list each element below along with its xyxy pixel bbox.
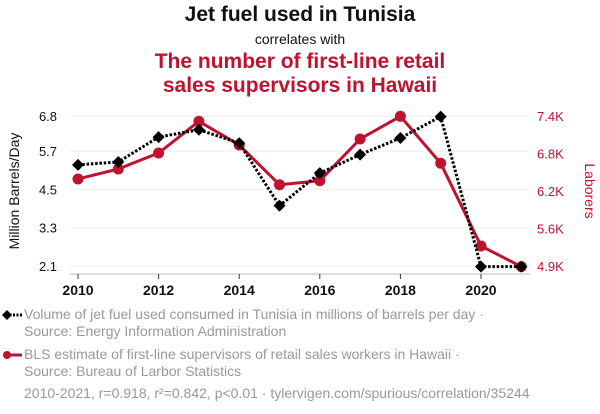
x-tick-label: 2018 [385,282,416,298]
fuel-point [192,123,205,136]
legend-item-fuel: Volume of jet fuel used consumed in Tuni… [24,306,484,340]
y-left-tick-label: 3.3 [39,221,57,236]
fuel-point [313,167,326,180]
x-tick-label: 2014 [224,282,255,298]
chart-subtitle: The number of first-line retail sales su… [0,50,600,98]
fuel-point [475,260,487,273]
legend-laborers-circle-icon [3,351,22,359]
laborers-line [77,114,522,268]
legend-fuel-diamond-icon [2,310,22,320]
fuel-point [394,132,407,145]
chart-connector: correlates with [254,31,346,47]
y-left-tick-label: 4.5 [39,182,57,197]
y-right-tick-label: 6.2K [537,184,564,199]
fuel-line [77,114,522,269]
x-tick-label: 2020 [465,282,496,298]
legend-laborers-text-line1: BLS estimate of first-line supervisors o… [24,346,460,362]
y-left-tick-label: 2.1 [39,259,57,274]
legend-laborers-text-line2: Source: Bureau of Larbor Statistics [24,363,242,379]
x-tick-label: 2016 [304,282,335,298]
fuel-point [152,131,165,144]
fuel-point [434,110,447,123]
laborers-point [153,147,165,159]
x-axis: 2010 2012 2014 2016 2018 2020 [62,273,530,298]
laborers-point [193,115,205,127]
laborers-point [354,133,366,145]
laborers-point [435,157,447,169]
x-tick-label: 2010 [62,282,93,298]
chart-subtitle-line1: The number of first-line retail [154,50,446,73]
legend-item-laborers: BLS estimate of first-line supervisors o… [24,346,460,380]
y-axis-right: 7.4K 6.8K 6.2K 5.6K 4.9K [537,109,564,274]
y-right-tick-label: 6.8K [537,147,564,162]
series-group [72,110,528,273]
y-left-tick-label: 5.7 [39,144,57,159]
fuel-point [354,148,367,161]
y-axis-left-title: Million Barrels/Day [6,133,22,250]
fuel-point [112,155,125,168]
laborers-point [112,163,124,175]
legend-fuel-text-line1: Volume of jet fuel used consumed in Tuni… [24,306,484,322]
legend-fuel-text-line2: Source: Energy Information Administratio… [24,323,287,339]
y-right-tick-label: 5.6K [537,222,564,237]
y-right-tick-label: 4.9K [537,259,564,274]
chart-subtitle-line2: sales supervisors in Hawaii [162,74,438,97]
fuel-point [273,199,286,212]
y-left-tick-label: 6.8 [39,109,57,124]
y-axis-left: 6.8 5.7 4.5 3.3 2.1 [39,109,57,274]
x-tick-label: 2012 [143,282,174,298]
laborers-point [394,110,406,122]
laborers-point [314,175,326,187]
chart-title: Jet fuel used in Tunisia [184,3,416,26]
y-right-tick-label: 7.4K [537,109,564,124]
laborers-point [72,173,84,185]
y-axis-right-title: Laborers [582,163,598,218]
laborers-point [475,240,487,252]
fuel-point [233,137,246,150]
fuel-point [72,158,84,171]
correlation-footer: 2010-2021, r=0.918, r²=0.842, p<0.01 · t… [24,385,530,401]
fuel-point [515,260,528,273]
laborers-point [274,179,285,191]
